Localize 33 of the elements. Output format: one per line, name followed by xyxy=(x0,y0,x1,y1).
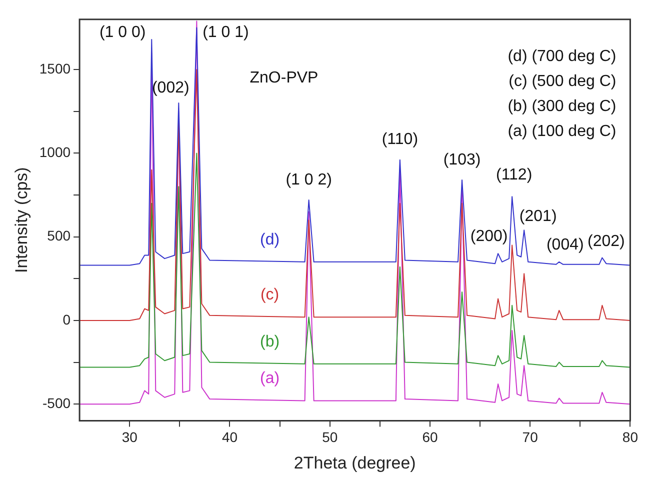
y-tick-label: 1500 xyxy=(39,60,71,76)
series-label: (b) xyxy=(260,333,280,350)
y-tick-label: -500 xyxy=(42,394,71,411)
x-tick-label: 70 xyxy=(522,429,538,446)
annotation: (1 0 1) xyxy=(202,24,249,42)
annotation: (b) (300 deg C) xyxy=(508,98,616,115)
x-tick-label: 60 xyxy=(422,429,438,446)
y-tick-label: 500 xyxy=(47,228,71,244)
series-label: (a) xyxy=(260,370,280,388)
annotation: (103) xyxy=(443,151,481,168)
annotation: (200) xyxy=(470,228,508,246)
annotation: (110) xyxy=(382,131,418,148)
annotation: (1 0 0) xyxy=(99,24,146,42)
annotation: (202) xyxy=(588,233,625,250)
x-tick-label: 80 xyxy=(622,429,638,446)
annotation: (c) (500 deg C) xyxy=(508,72,616,90)
x-tick-label: 40 xyxy=(222,429,238,446)
annotation: (112) xyxy=(496,166,532,184)
x-tick-label: 30 xyxy=(122,429,138,446)
series-label: (d) xyxy=(260,231,280,248)
x-axis-title: 2Theta (degree) xyxy=(294,453,416,472)
annotation: (002) xyxy=(152,79,190,96)
y-tick-label: 0 xyxy=(62,311,71,328)
x-tick-label: 50 xyxy=(322,429,338,446)
annotation: (004) xyxy=(546,236,584,254)
annotation: (a) (100 deg C) xyxy=(508,122,616,140)
annotation: (1 0 2) xyxy=(286,171,332,188)
y-axis-title: Intensity (cps) xyxy=(12,167,31,274)
annotation: ZnO-PVP xyxy=(250,69,318,86)
annotation: (201) xyxy=(519,208,557,226)
y-tick-label: 1000 xyxy=(39,144,71,160)
annotation: (d) (700 deg C) xyxy=(508,48,616,65)
series-label: (c) xyxy=(260,286,280,304)
